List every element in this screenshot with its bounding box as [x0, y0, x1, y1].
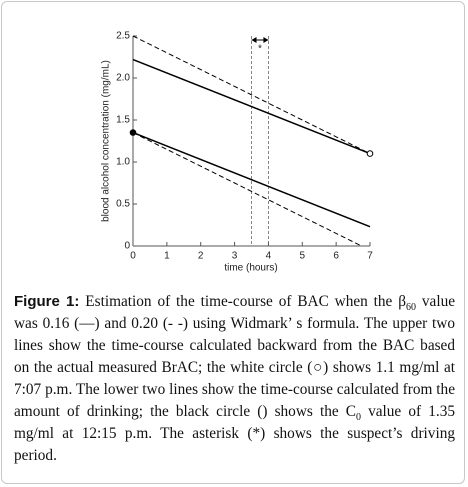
arrow-head — [251, 37, 269, 43]
x-tick-label: 0 — [130, 251, 136, 262]
caption-text: value was 0.16 (—) and 0.20 (- -) using … — [14, 293, 456, 420]
y-tick-label: 2.0 — [116, 73, 130, 84]
chart: blood alcohol concentration (mg/mL) time… — [101, 31, 374, 274]
line — [132, 131, 371, 228]
y-tick-label: 0 — [124, 241, 130, 252]
x-tick-label: 5 — [300, 251, 306, 262]
caption-subscript: 0 — [355, 412, 361, 424]
x-tick-label: 3 — [232, 251, 238, 262]
x-tick-label: 6 — [333, 251, 339, 262]
y-tick-label: 1.0 — [116, 157, 130, 168]
x-tick-label: 7 — [367, 251, 373, 262]
y-axis-title: blood alcohol concentration (mg/mL) — [101, 60, 112, 222]
caption-text: Estimation of the time-course of BAC whe… — [79, 293, 407, 310]
x-axis-title: time (hours) — [224, 263, 277, 274]
caption-text: value of 1.35 mg/ml at 12:15 p.m. The as… — [14, 403, 455, 464]
line — [132, 58, 371, 155]
y-tick-label: 1.5 — [116, 115, 130, 126]
annotation: * — [258, 44, 262, 55]
line — [132, 132, 362, 247]
caption-subscript: 60 — [406, 302, 417, 314]
line — [132, 35, 371, 155]
caption: Figure 1: Estimation of the time-course … — [14, 291, 455, 467]
caption-label: Figure 1: — [14, 293, 80, 310]
x-tick-label: 1 — [164, 251, 170, 262]
y-tick-label: 2.5 — [116, 31, 130, 42]
x-tick-label: 4 — [266, 251, 272, 262]
y-tick-label: 0.5 — [116, 199, 130, 210]
marker — [366, 150, 374, 157]
marker — [129, 129, 137, 136]
x-tick-label: 2 — [198, 251, 204, 262]
